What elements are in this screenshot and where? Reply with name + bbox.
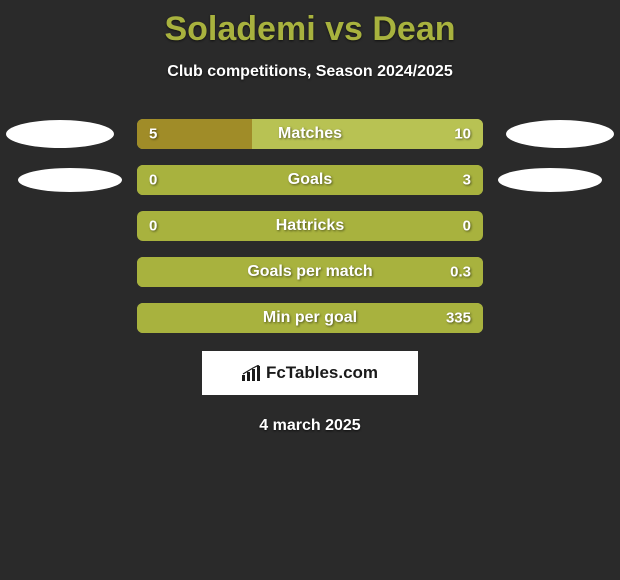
stat-value-right: 335 [446, 310, 471, 327]
stat-row: Goals per match 0.3 [0, 257, 620, 287]
stat-row: Min per goal 335 [0, 303, 620, 333]
chart-icon [242, 365, 262, 381]
stat-bar-track: 0 Goals 3 [137, 165, 483, 195]
player-right-badge [506, 120, 614, 148]
stat-bar-track: Goals per match 0.3 [137, 257, 483, 287]
stats-container: 5 Matches 10 0 Goals 3 0 Hattricks 0 [0, 119, 620, 333]
logo-box: FcTables.com [202, 351, 418, 395]
stat-label: Matches [137, 125, 483, 143]
stat-row: 0 Hattricks 0 [0, 211, 620, 241]
date-text: 4 march 2025 [0, 417, 620, 435]
stat-value-right: 3 [463, 172, 471, 189]
stat-label: Hattricks [137, 217, 483, 235]
page-title: Solademi vs Dean [0, 0, 620, 49]
logo-text: FcTables.com [266, 363, 378, 383]
player-right-badge [498, 168, 602, 192]
stat-value-right: 10 [454, 126, 471, 143]
stat-row: 5 Matches 10 [0, 119, 620, 149]
stat-label: Goals per match [137, 263, 483, 281]
stat-value-right: 0 [463, 218, 471, 235]
player-left-badge [6, 120, 114, 148]
stat-bar-track: Min per goal 335 [137, 303, 483, 333]
stat-value-right: 0.3 [450, 264, 471, 281]
stat-bar-track: 5 Matches 10 [137, 119, 483, 149]
stat-row: 0 Goals 3 [0, 165, 620, 195]
stat-label: Goals [137, 171, 483, 189]
logo: FcTables.com [242, 363, 378, 383]
subtitle: Club competitions, Season 2024/2025 [0, 63, 620, 81]
player-left-badge [18, 168, 122, 192]
stat-bar-track: 0 Hattricks 0 [137, 211, 483, 241]
stat-label: Min per goal [137, 309, 483, 327]
